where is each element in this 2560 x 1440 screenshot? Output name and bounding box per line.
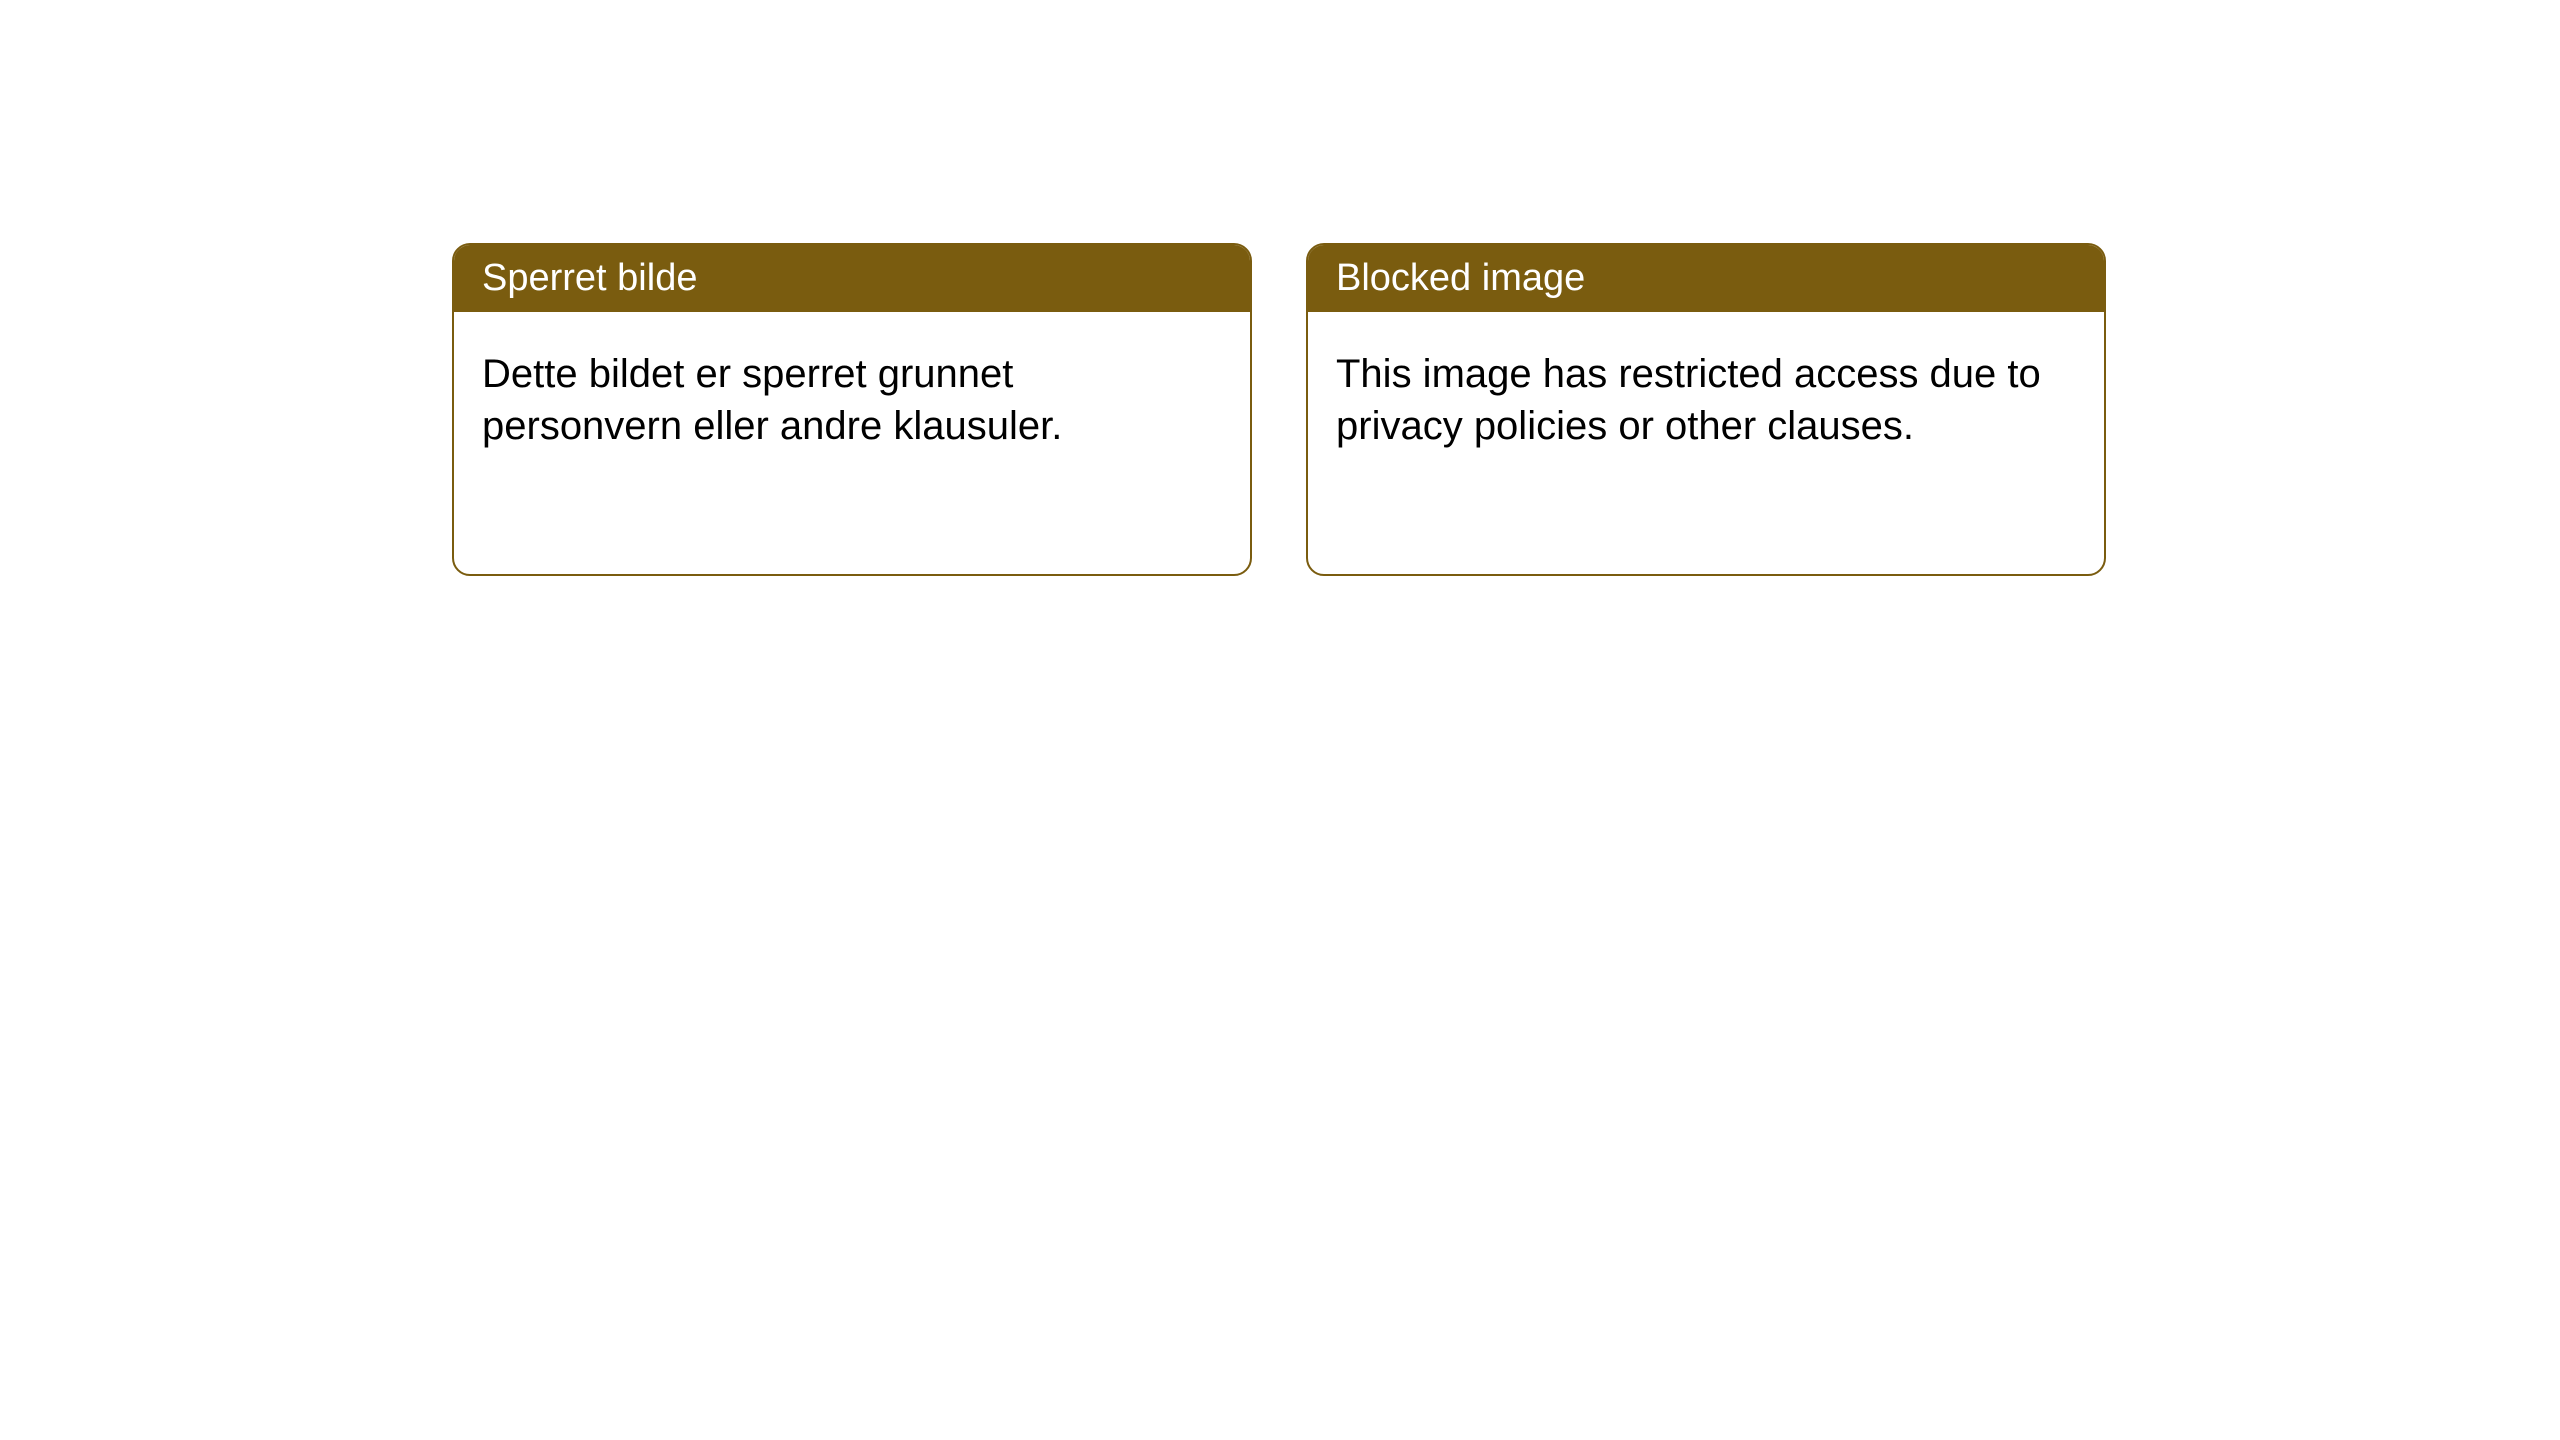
notice-card-english: Blocked image This image has restricted … (1306, 243, 2106, 576)
notice-container: Sperret bilde Dette bildet er sperret gr… (452, 243, 2106, 576)
notice-body: Dette bildet er sperret grunnet personve… (454, 312, 1250, 488)
notice-header: Blocked image (1308, 245, 2104, 312)
notice-header: Sperret bilde (454, 245, 1250, 312)
notice-body: This image has restricted access due to … (1308, 312, 2104, 488)
notice-card-norwegian: Sperret bilde Dette bildet er sperret gr… (452, 243, 1252, 576)
